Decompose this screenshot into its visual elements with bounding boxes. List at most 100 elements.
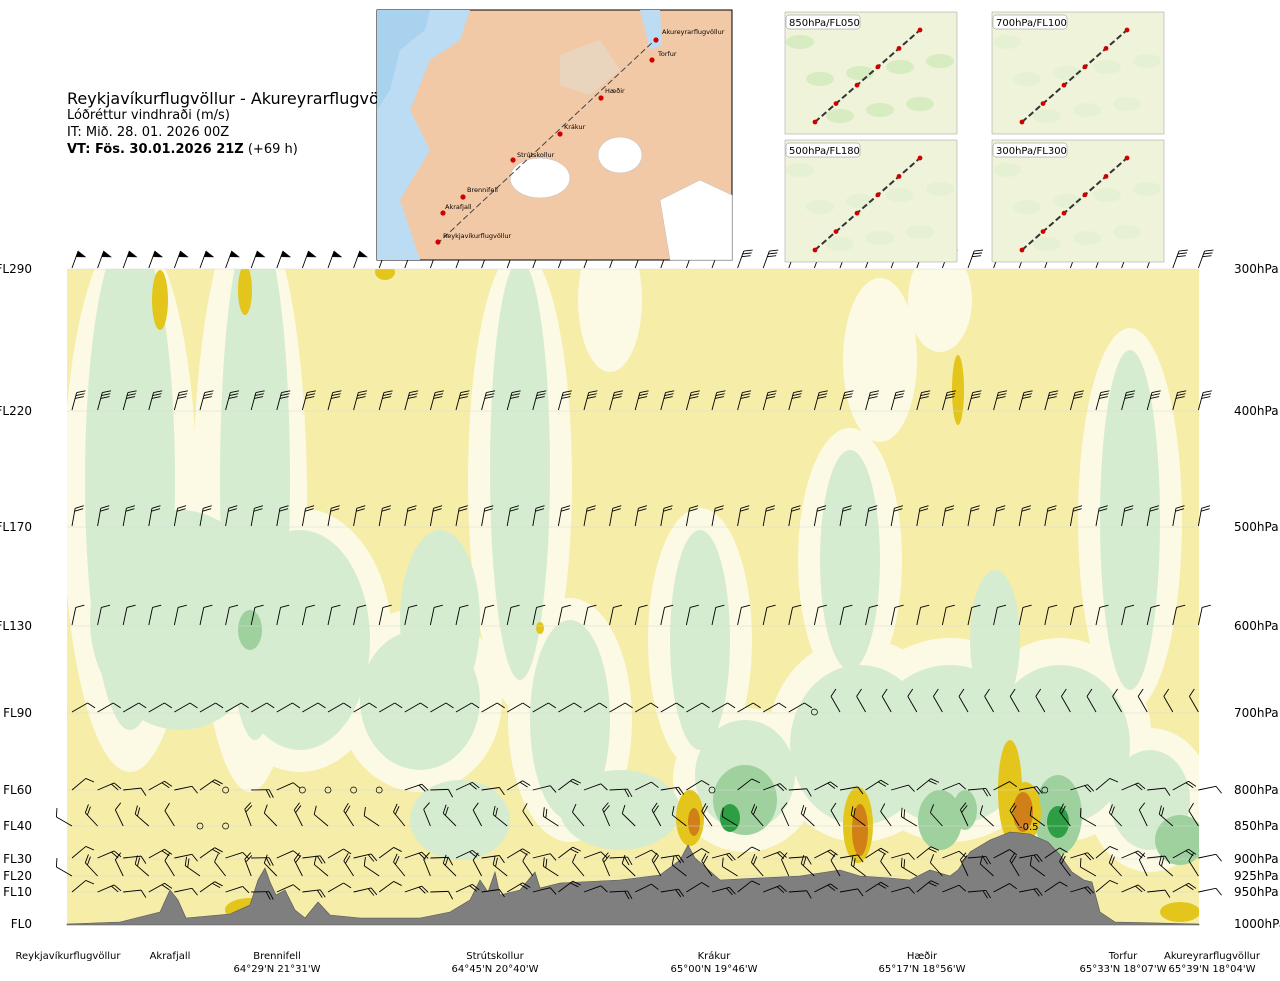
station-coord: 65°33'N 18°07'W <box>1080 964 1167 975</box>
wind-barb <box>378 702 403 713</box>
wind-barb <box>353 604 367 626</box>
wind-barb <box>1095 390 1110 411</box>
wind-barb <box>225 702 249 713</box>
wind-barb <box>327 848 352 859</box>
wind-barb <box>800 805 815 827</box>
wind-barb <box>1059 853 1071 877</box>
wind-barb <box>711 852 736 862</box>
wind-barb <box>1172 780 1197 791</box>
wind-barb <box>276 782 301 791</box>
wind-barb <box>813 390 828 411</box>
wind-barb <box>71 505 84 527</box>
wind-barb <box>1018 390 1033 411</box>
wind-barb <box>148 505 161 527</box>
wind-barb <box>123 889 147 898</box>
wind-barb <box>839 786 864 795</box>
wind-barb <box>313 805 329 827</box>
flight-level-label: FL90 <box>3 706 32 720</box>
title-block: Reykjavíkurflugvöllur - Akureyrarflugvöl… <box>67 90 404 158</box>
wind-barb <box>148 780 173 791</box>
wind-barb <box>993 883 1018 893</box>
wind-barb <box>737 702 761 713</box>
wind-barb <box>635 781 659 791</box>
wind-barb <box>404 702 429 713</box>
wind-barb <box>557 604 571 626</box>
wind-barb <box>378 847 402 859</box>
wind-barb <box>276 505 289 527</box>
station-coord: 65°39'N 18°04'W <box>1169 964 1256 975</box>
wind-barb <box>762 249 779 269</box>
wind-barb <box>660 854 685 864</box>
wind-barb <box>174 702 198 713</box>
wind-barb <box>660 888 685 898</box>
wind-barb <box>1146 505 1160 527</box>
wind-barb <box>839 854 864 863</box>
wind-barb <box>542 807 559 827</box>
wind-barb <box>327 250 343 269</box>
wind-barb <box>1069 604 1083 626</box>
wind-barb <box>1009 802 1020 827</box>
wind-barb <box>263 804 278 827</box>
contour-blob <box>688 808 700 836</box>
wind-barb <box>750 853 764 877</box>
wind-barb <box>506 390 521 411</box>
wind-barb <box>1198 853 1222 862</box>
flight-level-label: FL40 <box>3 819 32 833</box>
wind-barb <box>1009 688 1020 713</box>
station-labels: Reykjavíkurflugvöllur Akrafjall Brennifell… <box>16 950 1261 975</box>
wind-barb <box>353 702 377 713</box>
wind-barb <box>711 390 726 411</box>
wind-barb <box>393 853 406 877</box>
wind-barb <box>583 851 608 859</box>
pressure-labels: 300hPa 400hPa 500hPa 600hPa 700hPa 800hPa 850h… <box>1234 262 1280 931</box>
wind-barb <box>993 781 1018 791</box>
wind-barb <box>481 702 505 713</box>
wind-barb <box>1121 505 1134 527</box>
station-name: Krákur <box>698 950 732 962</box>
wind-barb <box>353 887 378 896</box>
wind-barb <box>114 852 124 877</box>
wind-barb <box>114 802 124 827</box>
route-inset-map: Akureyrarflugvöllur Torfur Hæðir Krákur Strú… <box>376 9 733 261</box>
wind-barb <box>71 250 87 269</box>
wind-barb <box>532 702 557 713</box>
wind-barb <box>711 702 736 713</box>
wind-barb <box>788 390 803 411</box>
wind-barb <box>455 505 468 527</box>
wind-barb <box>941 390 956 411</box>
wind-barb <box>916 778 940 791</box>
wind-barb <box>750 803 764 827</box>
wind-barb <box>967 855 991 865</box>
wind-barb <box>1018 604 1032 626</box>
wind-barb <box>900 857 918 877</box>
wind-barb <box>891 852 915 860</box>
wind-barb <box>558 778 581 791</box>
station-coord: 65°17'N 18°56'W <box>879 964 966 975</box>
flight-level-label: FL170 <box>0 520 32 534</box>
wind-barb <box>173 505 187 527</box>
wind-barb <box>1188 802 1199 827</box>
wind-barb <box>327 505 340 527</box>
wind-barb <box>1108 804 1122 827</box>
wind-barb <box>967 249 984 269</box>
wind-barb <box>522 803 534 827</box>
contour-blob <box>843 278 917 442</box>
station-name: Reykjavíkurflugvöllur <box>16 950 122 962</box>
wind-barb <box>1158 805 1174 827</box>
contour-blob <box>1047 806 1069 838</box>
wind-barb <box>174 785 198 794</box>
wind-barb <box>583 505 596 527</box>
wind-barb <box>506 505 520 527</box>
valid-time: VT: Fös. 30.01.2026 21Z (+69 h) <box>67 142 298 157</box>
wind-barb <box>1163 688 1174 713</box>
wind-barb <box>933 688 943 713</box>
wind-barb <box>532 887 557 895</box>
route-point-marker <box>440 210 446 216</box>
wind-barbs <box>55 249 1222 900</box>
wind-barb <box>343 802 354 827</box>
wind-barb <box>984 688 994 713</box>
wind-barb <box>134 855 150 877</box>
flight-level-label: FL10 <box>3 885 32 899</box>
wind-barb <box>967 787 991 797</box>
wind-barb <box>958 688 969 713</box>
